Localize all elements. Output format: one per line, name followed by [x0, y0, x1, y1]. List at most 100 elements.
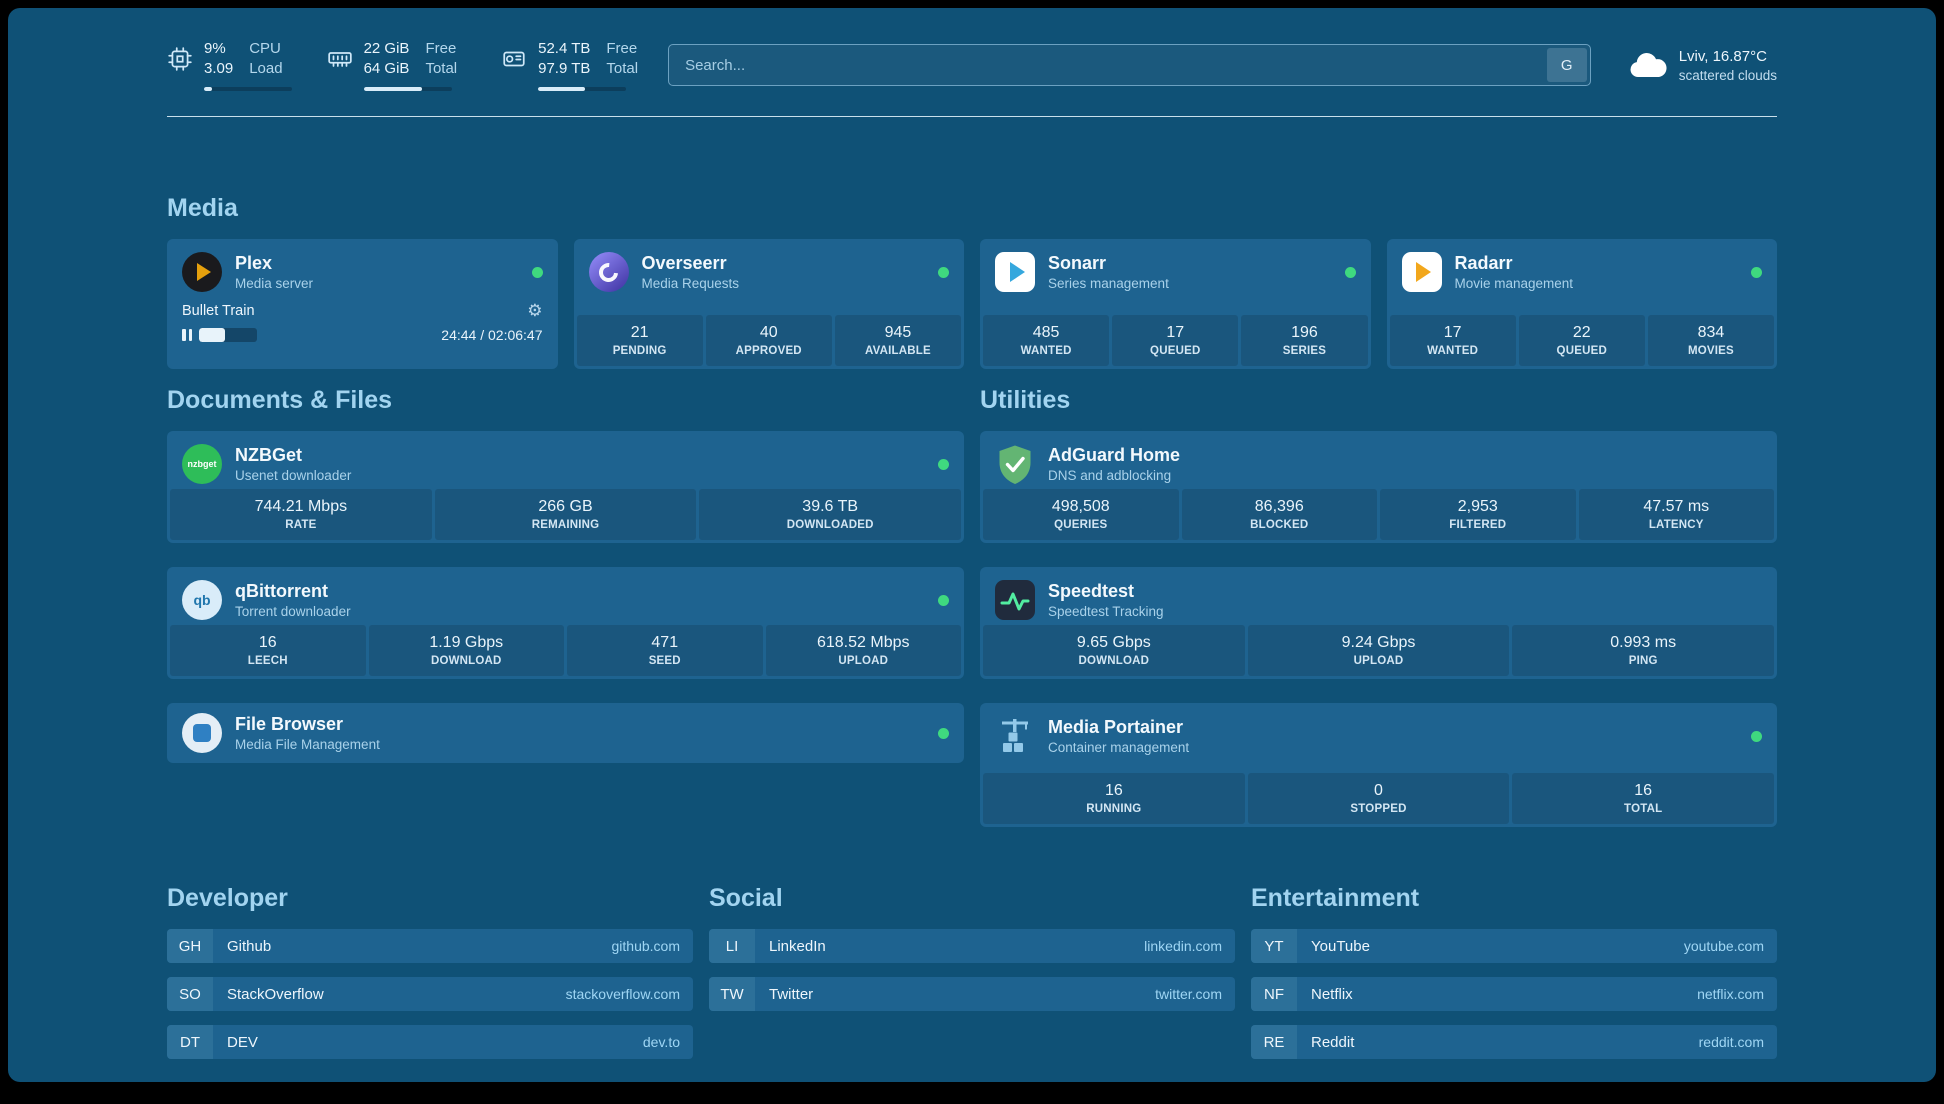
bookmark-name: DEV: [227, 1033, 258, 1051]
pause-button[interactable]: [182, 329, 192, 341]
bookmark-dev[interactable]: DT DEV dev.to: [167, 1025, 693, 1059]
service-name: File Browser: [235, 714, 344, 734]
radarr-card[interactable]: Radarr Movie management 17 WANTED 22 QUEUE…: [1386, 239, 1777, 369]
service-name: Radarr: [1454, 253, 1513, 273]
stat-running: 16 RUNNING: [983, 773, 1245, 824]
bookmark-abbr: SO: [167, 977, 213, 1011]
bookmark-abbr: RE: [1251, 1025, 1297, 1059]
plex-icon: [182, 252, 222, 292]
media-section: Media Plex Media server Bullet Train ⚙: [167, 193, 1777, 369]
bookmark-name: StackOverflow: [227, 985, 324, 1003]
service-subtitle: Movie management: [1454, 276, 1574, 291]
playback-controls: 24:44 / 02:06:47: [167, 327, 558, 343]
stat-total: 16 TOTAL: [1512, 773, 1775, 824]
weather-widget[interactable]: Lviv, 16.87°C scattered clouds: [1627, 48, 1777, 83]
cpu-label: CPU: [249, 40, 281, 57]
status-online-dot: [938, 727, 949, 739]
sonarr-icon: [995, 252, 1035, 292]
status-online-dot: [1751, 730, 1762, 742]
stat-queued: 22 QUEUED: [1518, 315, 1645, 366]
bookmark-github[interactable]: GH Github github.com: [167, 929, 693, 963]
utilities-section-title: Utilities: [980, 386, 1071, 414]
status-online-dot: [531, 266, 543, 278]
dashboard: 9% 3.09 CPU Load 22 GiB 64 GiB Free Total 52…: [8, 8, 1936, 1082]
plex-card[interactable]: Plex Media server Bullet Train ⚙ 24:44 /…: [167, 239, 558, 369]
filebrowser-card[interactable]: File Browser Media File Management: [167, 703, 964, 763]
disk-stat: 52.4 TB 97.9 TB Free Total: [501, 39, 638, 91]
service-name: Speedtest: [1048, 581, 1135, 601]
bookmark-twitter[interactable]: TW Twitter twitter.com: [709, 977, 1235, 1011]
stat-pending: 21 PENDING: [576, 315, 703, 366]
search-bar: G: [668, 44, 1591, 86]
disk-total: 97.9 TB: [538, 60, 591, 77]
bookmark-group-title: Social: [709, 884, 783, 912]
stat-blocked: 86,396 BLOCKED: [1181, 489, 1377, 540]
cpu-percent: 9%: [204, 40, 226, 57]
search-input[interactable]: [672, 48, 1547, 82]
adguard-card[interactable]: AdGuard Home DNS and adblocking 498,508 Q…: [980, 431, 1777, 543]
bookmark-name: Twitter: [769, 985, 814, 1003]
bookmark-domain: twitter.com: [1155, 986, 1222, 1002]
cpu-load-value: 3.09: [204, 60, 234, 77]
system-stats: 9% 3.09 CPU Load 22 GiB 64 GiB Free Total 52…: [167, 39, 638, 91]
bookmark-linkedin[interactable]: LI LinkedIn linkedin.com: [709, 929, 1235, 963]
bookmark-name: Reddit: [1311, 1033, 1355, 1051]
service-subtitle: Media File Management: [235, 737, 380, 752]
bookmark-youtube[interactable]: YT YouTube youtube.com: [1251, 929, 1777, 963]
playback-progress-bar: [199, 328, 257, 342]
stat-downloaded: 39.6 TB DOWNLOADED: [699, 489, 962, 540]
status-online-dot: [938, 266, 949, 278]
cpu-icon: [168, 47, 192, 71]
stat-remaining: 266 GB REMAINING: [434, 489, 697, 540]
stat-wanted: 485 WANTED: [983, 315, 1110, 366]
now-playing-title: Bullet Train: [182, 302, 255, 319]
plex-now-playing: Bullet Train ⚙: [167, 302, 558, 319]
utilities-section: Utilities AdGuard Home DNS and adblockin…: [980, 385, 1777, 827]
speedtest-icon: [995, 580, 1035, 620]
nzbget-card[interactable]: nzbget NZBGet Usenet downloader 744.21 M…: [167, 431, 964, 543]
cpu-stat: 9% 3.09 CPU Load: [167, 39, 292, 91]
stat-queued: 17 QUEUED: [1112, 315, 1239, 366]
cloud-icon: [1630, 53, 1667, 77]
bookmark-abbr: LI: [709, 929, 755, 963]
settings-icon[interactable]: ⚙: [527, 301, 543, 320]
status-online-dot: [938, 594, 949, 606]
bookmark-reddit[interactable]: RE Reddit reddit.com: [1251, 1025, 1777, 1059]
service-name: Overseerr: [641, 253, 727, 273]
bookmark-group-title: Developer: [167, 884, 288, 912]
cpu-load-label: Load: [249, 60, 283, 77]
service-subtitle: Container management: [1048, 740, 1190, 755]
bookmark-group-developer: Developer GH Github github.com SO StackO…: [167, 883, 693, 1059]
portainer-card[interactable]: Media Portainer Container management 16 R…: [980, 703, 1777, 827]
disk-free-label: Free: [606, 40, 638, 57]
bookmark-domain: reddit.com: [1698, 1034, 1764, 1050]
service-name: NZBGet: [235, 445, 302, 465]
search-engine-button[interactable]: G: [1546, 48, 1587, 82]
bookmark-netflix[interactable]: NF Netflix netflix.com: [1251, 977, 1777, 1011]
playback-time: 24:44 / 02:06:47: [441, 327, 543, 343]
memory-usage-bar: [363, 87, 452, 91]
speedtest-card[interactable]: Speedtest Speedtest Tracking 9.65 Gbps DO…: [980, 567, 1777, 679]
stat-upload: 9.24 Gbps UPLOAD: [1247, 625, 1510, 676]
memory-total-label: Total: [425, 60, 458, 77]
overseerr-card[interactable]: Overseerr Media Requests 21 PENDING 40 APP…: [573, 239, 964, 369]
qbittorrent-card[interactable]: qb qBittorrent Torrent downloader 16 LEEC…: [167, 567, 964, 679]
stat-approved: 40 APPROVED: [705, 315, 832, 366]
service-name: AdGuard Home: [1048, 445, 1181, 465]
header-divider: [167, 116, 1777, 117]
bookmark-abbr: YT: [1251, 929, 1297, 963]
bookmark-stackoverflow[interactable]: SO StackOverflow stackoverflow.com: [167, 977, 693, 1011]
bookmark-abbr: NF: [1251, 977, 1297, 1011]
service-subtitle: Media Requests: [641, 276, 740, 291]
stat-download: 9.65 Gbps DOWNLOAD: [983, 625, 1245, 676]
bookmark-domain: netflix.com: [1697, 986, 1764, 1002]
media-section-title: Media: [167, 194, 238, 222]
sonarr-card[interactable]: Sonarr Series management 485 WANTED 17 QUE…: [980, 239, 1371, 369]
bookmark-domain: github.com: [611, 938, 680, 954]
bookmark-abbr: TW: [709, 977, 755, 1011]
service-subtitle: DNS and adblocking: [1048, 468, 1172, 483]
stat-rate: 744.21 Mbps RATE: [170, 489, 432, 540]
disk-free: 52.4 TB: [538, 40, 591, 57]
bookmark-group-social: Social LI LinkedIn linkedin.com TW Twitt…: [709, 883, 1235, 1059]
bookmark-domain: stackoverflow.com: [565, 986, 680, 1002]
